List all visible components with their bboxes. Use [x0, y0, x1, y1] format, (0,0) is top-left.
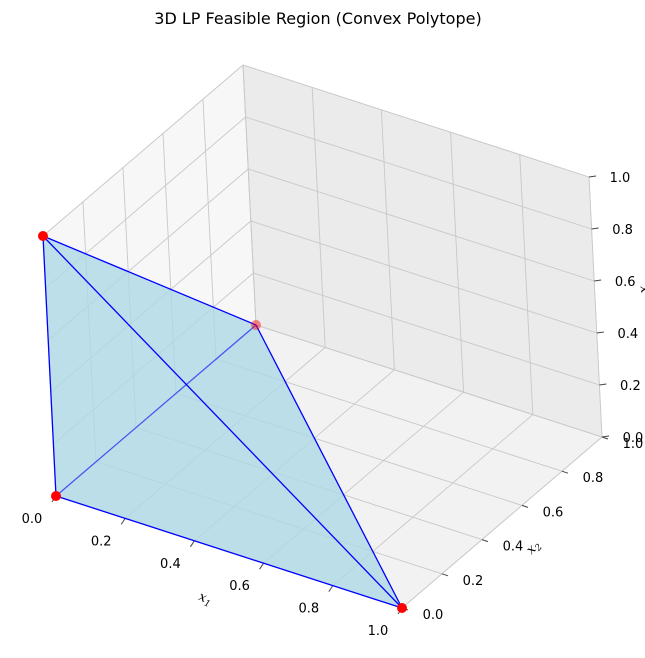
z-tick-mark	[599, 383, 607, 386]
z-tick-label: 0.6	[615, 275, 636, 290]
grid-line-z	[42, 64, 590, 237]
polytope-vertex	[38, 231, 48, 241]
z-tick-mark	[591, 227, 599, 230]
z-tick-label: 0.8	[612, 223, 633, 238]
y-tick-label: 0.8	[583, 471, 604, 486]
y-tick-label: 0.6	[543, 505, 564, 520]
polytope-edge	[55, 324, 257, 497]
z-tick-label: 0.0	[623, 431, 644, 446]
tick-labels: 0.00.20.40.60.81.00.00.20.40.60.81.00.00…	[22, 171, 644, 639]
x-tick-label: 0.2	[91, 534, 112, 549]
polytope-edge	[42, 235, 403, 609]
z-axis-label: x	[636, 284, 645, 294]
y-axis-label: x2	[523, 538, 545, 559]
polytope-vertex	[51, 491, 61, 501]
y-tick-mark	[441, 573, 449, 577]
polytope-edge	[42, 235, 57, 497]
grid-line-y-floor	[255, 324, 603, 438]
y-tick-mark	[561, 470, 569, 474]
z-tick-mark	[588, 175, 597, 178]
polytope	[38, 231, 407, 613]
z-tick-label: 1.0	[610, 171, 631, 186]
x-tick-mark	[120, 518, 126, 525]
x-tick-mark	[189, 540, 195, 548]
y-tick-label: 0.4	[503, 540, 524, 555]
polytope-edge	[42, 235, 257, 326]
x-tick-label: 0.8	[298, 602, 319, 617]
polytope-vertex	[397, 603, 407, 613]
polytope-edge	[55, 495, 403, 609]
z-tick-label: 0.2	[620, 379, 641, 394]
x-tick-mark	[328, 585, 334, 592]
grid-line-y-side	[242, 64, 257, 326]
y-tick-mark	[521, 504, 529, 508]
chart-title: 3D LP Feasible Region (Convex Polytope)	[154, 9, 481, 28]
z-tick-label: 0.4	[617, 327, 638, 342]
y-tick-label: 0.2	[463, 574, 484, 589]
x-tick-mark	[259, 562, 265, 570]
x-axis-label: x1	[196, 589, 214, 610]
x-tick-label: 1.0	[368, 624, 389, 639]
x-tick-label: 0.6	[229, 579, 250, 594]
z-tick-mark	[601, 435, 610, 438]
polytope-edge	[255, 324, 403, 609]
x-tick-label: 0.0	[22, 512, 43, 527]
y-tick-label: 1.0	[623, 437, 644, 452]
z-tick-mark	[594, 279, 602, 282]
y-tick-label: 0.0	[423, 608, 444, 623]
z-tick-mark	[596, 331, 604, 334]
y-tick-mark	[481, 539, 489, 543]
x-tick-label: 0.4	[160, 557, 181, 572]
polytope-vertex	[251, 320, 261, 330]
